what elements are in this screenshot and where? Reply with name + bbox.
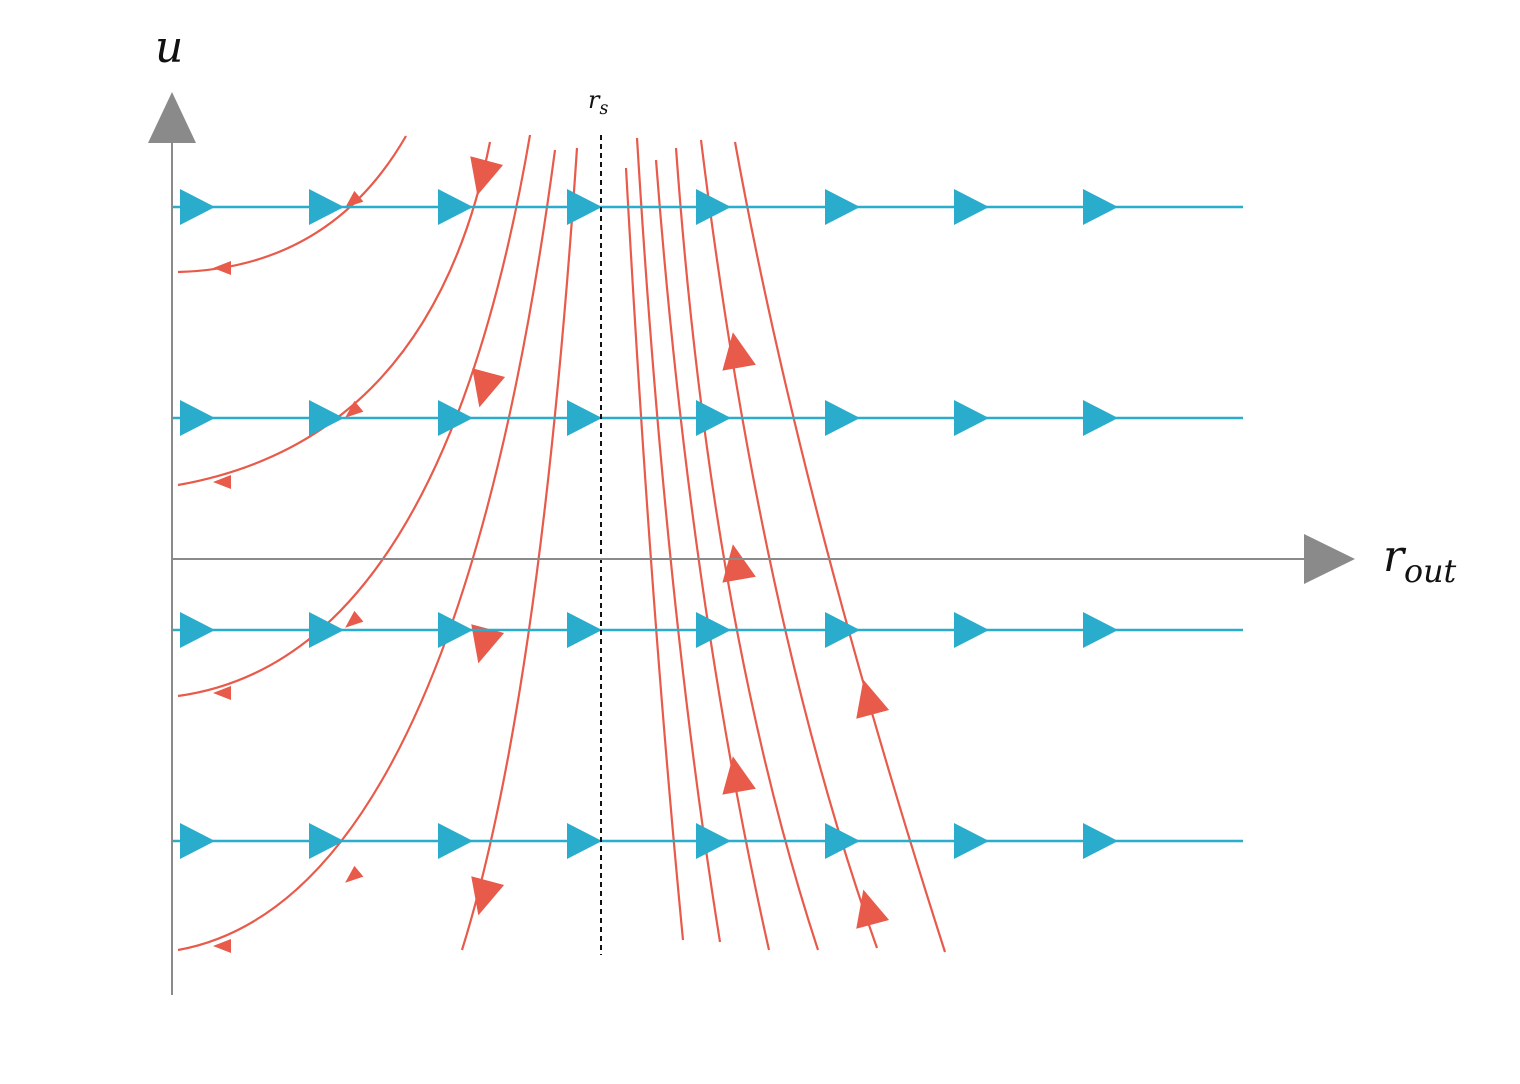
red-flow-arrow [213, 939, 231, 953]
axes [148, 92, 1355, 995]
red-flow-arrow [471, 876, 505, 916]
horizontal-flow-arrow [309, 400, 344, 436]
horizontal-flow-arrow [438, 612, 473, 648]
horizontal-flow-arrow [438, 400, 473, 436]
horizontal-flow-arrow [438, 823, 473, 859]
r-out-axis-arrow [1304, 534, 1355, 584]
red-flow-line [624, 167, 685, 941]
red-flow-line [654, 159, 771, 951]
horizontal-flow-arrow [567, 400, 602, 436]
horizontal-flow-arrow [1083, 400, 1118, 436]
red-flow-line [460, 147, 579, 951]
horizontal-flow-arrow [825, 612, 860, 648]
red-flow-arrow [471, 624, 505, 664]
red-flow-arrow [722, 756, 756, 795]
red-flow-arrow [213, 686, 231, 700]
red-flow-arrow [856, 679, 890, 719]
horizontal-flow-arrow [567, 823, 602, 859]
rs-marker-label-main: r [588, 86, 600, 114]
horizontal-flow-arrow [825, 823, 860, 859]
red-flow-arrow [345, 865, 364, 883]
horizontal-flow-arrow [696, 189, 731, 225]
u-axis-label: u [155, 26, 183, 70]
horizontal-flow-arrow [309, 612, 344, 648]
red-flow-line [177, 135, 407, 274]
horizontal-flow-arrow [180, 612, 215, 648]
red-flow-arrow [722, 544, 756, 583]
red-flow-arrow [472, 368, 506, 408]
horizontal-flow-arrow [954, 612, 989, 648]
horizontal-flow-arrow [180, 189, 215, 225]
rs-marker-label: rs [588, 88, 608, 118]
red-flow-arrow [345, 400, 364, 418]
horizontal-flow-arrow [180, 823, 215, 859]
horizontal-flow-arrow [438, 189, 473, 225]
horizontal-flow-lines [172, 189, 1243, 859]
r-out-axis-label: rout [1383, 535, 1456, 589]
red-flow-arrow [470, 156, 504, 196]
horizontal-flow-arrow [180, 400, 215, 436]
horizontal-flow-arrow [954, 400, 989, 436]
red-flow-arrow [345, 610, 364, 628]
horizontal-flow-arrow [825, 189, 860, 225]
red-flow-line [177, 141, 492, 487]
red-flow-line [733, 141, 947, 953]
r-out-axis-label-sub: out [1404, 554, 1457, 591]
horizontal-flow-arrow [954, 189, 989, 225]
horizontal-flow-arrow [696, 400, 731, 436]
horizontal-flow-arrow [1083, 823, 1118, 859]
horizontal-flow-arrow [954, 823, 989, 859]
horizontal-flow-arrow [825, 400, 860, 436]
rs-marker-label-sub: s [599, 99, 609, 120]
horizontal-flow-arrow [1083, 612, 1118, 648]
r-out-axis-label-main: r [1383, 531, 1405, 582]
horizontal-flow-arrow [309, 823, 344, 859]
red-flow-arrow [213, 261, 231, 275]
horizontal-flow-arrow [567, 612, 602, 648]
horizontal-flow-arrow [696, 823, 731, 859]
red-flow-line [177, 149, 557, 952]
u-axis-label-text: u [155, 22, 184, 73]
red-flow-line [674, 147, 820, 951]
red-flow-arrow [213, 475, 231, 489]
horizontal-flow-arrow [696, 612, 731, 648]
red-flow-arrow [345, 190, 364, 208]
horizontal-flow-arrow [567, 189, 602, 225]
red-flow-line [699, 139, 879, 949]
red-flow-arrow [722, 332, 756, 371]
red-flow-lines [177, 134, 947, 953]
horizontal-flow-arrow [309, 189, 344, 225]
red-flow-line [177, 134, 532, 698]
u-axis-arrow [148, 92, 196, 143]
horizontal-flow-arrow [1083, 189, 1118, 225]
red-flow-arrow [856, 889, 890, 929]
